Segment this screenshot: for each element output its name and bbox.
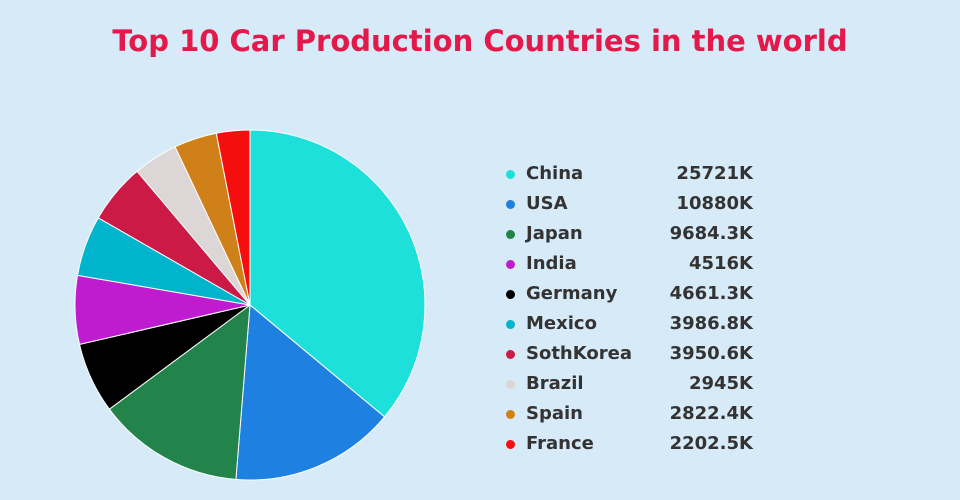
legend-value: 2202.5K bbox=[669, 433, 753, 454]
legend-item: France 2202.5K bbox=[503, 431, 753, 461]
legend-item: Mexico 3986.8K bbox=[503, 311, 753, 341]
legend-label: France bbox=[526, 433, 594, 454]
legend-label: USA bbox=[526, 193, 568, 214]
legend-marker bbox=[506, 380, 515, 389]
legend-label: India bbox=[526, 253, 577, 274]
legend-marker bbox=[506, 200, 515, 209]
legend-value: 4516K bbox=[688, 253, 753, 274]
pie-slice-japan bbox=[108, 303, 251, 480]
legend-marker bbox=[506, 320, 515, 329]
legend-marker bbox=[506, 440, 515, 449]
chart-title: Top 10 Car Production Countries in the w… bbox=[112, 24, 848, 58]
legend-value: 2822.4K bbox=[669, 403, 753, 424]
legend-marker bbox=[506, 170, 515, 179]
legend-label: Brazil bbox=[526, 373, 584, 394]
legend-item: Germany 4661.3K bbox=[503, 281, 753, 311]
legend-item: SothKorea 3950.6K bbox=[503, 341, 753, 371]
legend-value: 2945K bbox=[688, 373, 753, 394]
legend-item: Brazil 2945K bbox=[503, 371, 753, 401]
legend-value: 9684.3K bbox=[669, 223, 753, 244]
legend-value: 3986.8K bbox=[669, 313, 753, 334]
legend-label: Germany bbox=[526, 283, 618, 304]
legend-marker bbox=[506, 410, 515, 419]
legend-item: Spain 2822.4K bbox=[503, 401, 753, 431]
legend-label: Spain bbox=[526, 403, 583, 424]
legend-label: SothKorea bbox=[526, 343, 632, 364]
legend-item: India 4516K bbox=[503, 251, 753, 281]
legend-label: Mexico bbox=[526, 313, 597, 334]
legend-marker bbox=[506, 260, 515, 269]
legend-marker bbox=[506, 350, 515, 359]
pie-slice-china bbox=[249, 129, 426, 418]
legend-item: USA 10880K bbox=[503, 191, 753, 221]
legend-value: 25721K bbox=[676, 163, 753, 184]
legend-value: 10880K bbox=[676, 193, 753, 214]
legend-value: 3950.6K bbox=[669, 343, 753, 364]
legend: China 25721K USA 10880K Japan 9684.3K India 451… bbox=[503, 161, 753, 461]
legend-item: China 25721K bbox=[503, 161, 753, 191]
pie-slice-france bbox=[215, 129, 251, 306]
legend-marker bbox=[506, 290, 515, 299]
legend-marker bbox=[506, 230, 515, 239]
legend-value: 4661.3K bbox=[669, 283, 753, 304]
legend-item: Japan 9684.3K bbox=[503, 221, 753, 251]
legend-label: Japan bbox=[526, 223, 583, 244]
pie-chart bbox=[74, 129, 426, 481]
pie-slice-usa bbox=[235, 303, 386, 481]
legend-label: China bbox=[526, 163, 584, 184]
